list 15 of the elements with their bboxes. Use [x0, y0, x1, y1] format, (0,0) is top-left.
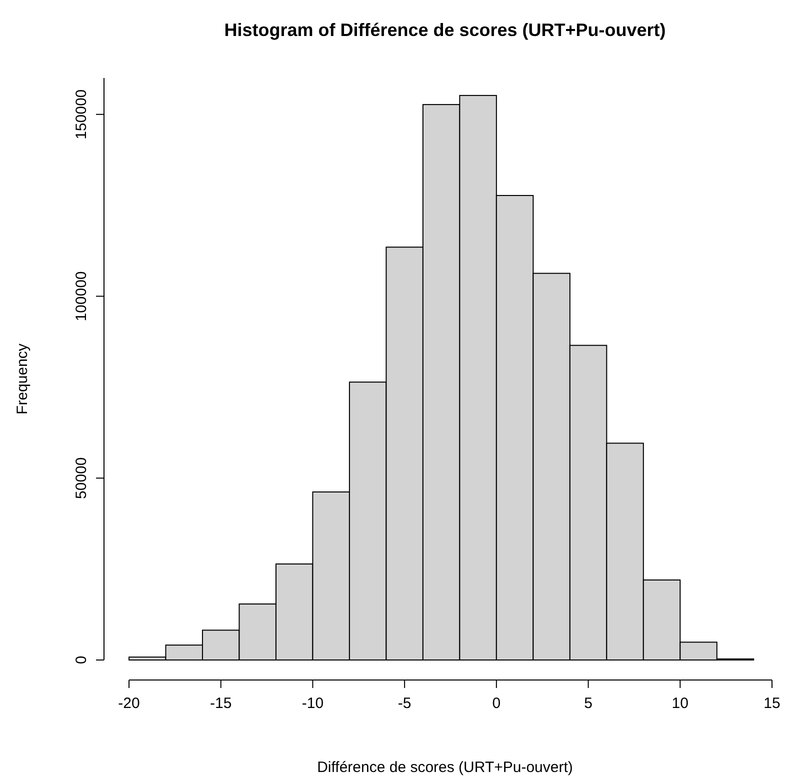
x-tick-label: 15 [764, 695, 780, 712]
x-tick-label: -20 [118, 695, 140, 712]
x-tick-label: -15 [210, 695, 232, 712]
y-tick-label: 50000 [73, 457, 90, 499]
x-axis-title: Différence de scores (URT+Pu-ouvert) [317, 759, 573, 776]
x-tick-label: 0 [492, 695, 501, 712]
x-tick-label: -5 [398, 695, 412, 712]
y-tick-label: 100000 [73, 271, 90, 322]
chart-title: Histogram of Différence de scores (URT+Pu-ouvert) [224, 20, 666, 40]
x-tick-label: 10 [672, 695, 688, 712]
y-tick-label: 0 [73, 656, 90, 664]
y-axis-title: Frequency [14, 343, 31, 414]
x-tick-label: 5 [584, 695, 592, 712]
x-tick-label: -10 [302, 695, 324, 712]
y-tick-label: 150000 [73, 89, 90, 140]
